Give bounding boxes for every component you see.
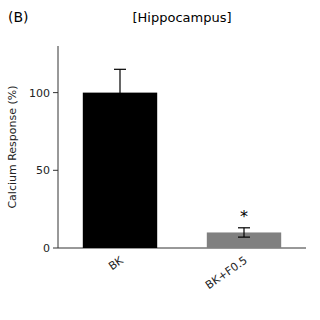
y-tick xyxy=(53,170,58,171)
panel-label: (B) xyxy=(8,9,29,25)
chart-title: [Hippocampus] xyxy=(132,10,231,25)
error-cap xyxy=(238,237,250,238)
error-bar xyxy=(238,228,250,237)
y-axis-line xyxy=(58,46,59,248)
chart-container: 0 50 100 Calcium Response (%) BK BK+F0.5 * (B) [… xyxy=(0,0,320,320)
chart-svg: 0 50 100 Calcium Response (%) BK BK+F0.5 * (B) [… xyxy=(0,0,320,320)
y-axis-label: Calcium Response (%) xyxy=(6,85,19,208)
error-bar xyxy=(114,69,126,116)
x-axis: BK BK+F0.5 xyxy=(58,248,306,292)
y-tick-label: 0 xyxy=(43,242,50,255)
y-tick xyxy=(53,92,58,93)
x-tick-label: BK+F0.5 xyxy=(203,254,250,292)
error-stem xyxy=(119,69,120,116)
y-tick-label: 100 xyxy=(29,87,50,100)
error-cap xyxy=(114,69,126,70)
error-cap xyxy=(114,115,126,116)
significance-marker: * xyxy=(240,207,248,226)
bar xyxy=(83,93,157,248)
y-tick-label: 50 xyxy=(36,164,50,177)
y-tick xyxy=(53,248,58,249)
plot-area xyxy=(83,69,281,248)
y-axis: 0 50 100 xyxy=(29,46,58,255)
error-cap xyxy=(238,227,250,228)
error-stem xyxy=(243,228,244,237)
x-tick-label: BK xyxy=(106,253,126,273)
